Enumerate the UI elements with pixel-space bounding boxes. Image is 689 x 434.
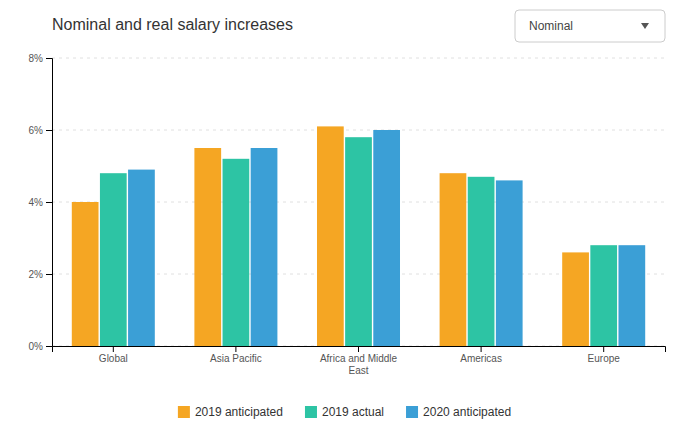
y-tick-label: 8% <box>29 53 44 64</box>
chart-svg: Nominal and real salary increases Nominal… <box>0 0 689 434</box>
x-tick-label-line: Global <box>99 353 128 364</box>
x-tick-label-line: Europe <box>588 353 621 364</box>
y-axis-line <box>46 59 53 347</box>
x-tick: Europe <box>588 346 621 364</box>
legend-swatch <box>178 406 190 418</box>
x-tick: Africa and MiddleEast <box>320 346 398 376</box>
y-tick: 2% <box>29 269 52 280</box>
x-tick-label: Europe <box>588 353 621 364</box>
bar <box>223 159 250 346</box>
y-tick-label: 2% <box>29 269 44 280</box>
bar <box>194 148 221 346</box>
x-tick-label-line: Africa and Middle <box>320 353 398 364</box>
legend-item: 2020 anticipated <box>406 405 511 419</box>
bar <box>373 130 400 346</box>
bar <box>251 148 278 346</box>
legend-label: 2019 anticipated <box>195 405 283 419</box>
bar <box>128 170 155 346</box>
x-tick-mark <box>358 346 359 352</box>
grid-line <box>52 58 665 59</box>
bar <box>100 173 127 346</box>
dropdown-arrow <box>641 23 649 29</box>
x-tick-label: Americas <box>460 353 502 364</box>
y-tick-mark <box>46 346 52 347</box>
dropdown-label: Nominal <box>529 19 573 33</box>
dropdown: Nominal <box>515 10 665 42</box>
y-tick: 0% <box>29 341 52 352</box>
x-tick-mark <box>481 346 482 352</box>
x-axis: GlobalAsia PacificAfrica and MiddleEastA… <box>53 346 666 376</box>
x-tick-mark <box>113 346 114 352</box>
chart-container: Nominal and real salary increases Nominal… <box>0 0 689 434</box>
y-tick-mark <box>46 130 52 131</box>
y-tick-label: 6% <box>29 125 44 136</box>
x-tick-mark <box>603 346 604 352</box>
legend: 2019 anticipated 2019 actual 2020 anticipa… <box>178 405 511 419</box>
y-axis: 0% 2% 4% 6% 8% <box>29 53 53 352</box>
y-tick-mark <box>46 58 52 59</box>
legend-label: 2020 anticipated <box>423 405 511 419</box>
x-tick-label-line: Americas <box>460 353 502 364</box>
legend-swatch <box>406 406 418 418</box>
bar <box>590 245 617 346</box>
x-axis-line <box>53 347 666 353</box>
x-tick-label: Asia Pacific <box>210 353 262 364</box>
y-tick-mark <box>46 274 52 275</box>
x-tick-mark <box>235 346 236 352</box>
bar <box>562 252 589 346</box>
x-tick-label: Global <box>99 353 128 364</box>
chart-title: Nominal and real salary increases <box>52 16 293 33</box>
plot-area: 0% 2% 4% 6% 8% Global Asia Pacific Africa and M… <box>29 53 666 376</box>
y-tick: 6% <box>29 125 52 136</box>
x-tick-label-line: Asia Pacific <box>210 353 262 364</box>
bar <box>468 177 495 346</box>
bar <box>618 245 645 346</box>
y-tick-label: 4% <box>29 197 44 208</box>
grid-line <box>52 130 665 131</box>
bar-series <box>72 126 589 346</box>
bar <box>440 173 467 346</box>
bar-series <box>128 130 645 346</box>
bar <box>496 180 523 346</box>
legend-item: 2019 actual <box>305 405 384 419</box>
x-tick-label-line: East <box>348 365 368 376</box>
x-tick: Americas <box>460 346 502 364</box>
dropdown-box <box>515 10 665 42</box>
bar <box>345 137 372 346</box>
y-tick-mark <box>46 202 52 203</box>
x-tick: Global <box>99 346 128 364</box>
x-tick-label: Africa and MiddleEast <box>320 353 398 376</box>
legend-item: 2019 anticipated <box>178 405 283 419</box>
legend-label: 2019 actual <box>322 405 384 419</box>
y-tick-label: 0% <box>29 341 44 352</box>
legend-swatch <box>305 406 317 418</box>
bar-series <box>100 137 617 346</box>
bars <box>72 126 645 346</box>
y-tick: 4% <box>29 197 52 208</box>
bar <box>72 202 99 346</box>
y-tick: 8% <box>29 53 52 64</box>
bar <box>317 126 344 346</box>
x-tick: Asia Pacific <box>210 346 262 364</box>
grid <box>52 58 665 346</box>
